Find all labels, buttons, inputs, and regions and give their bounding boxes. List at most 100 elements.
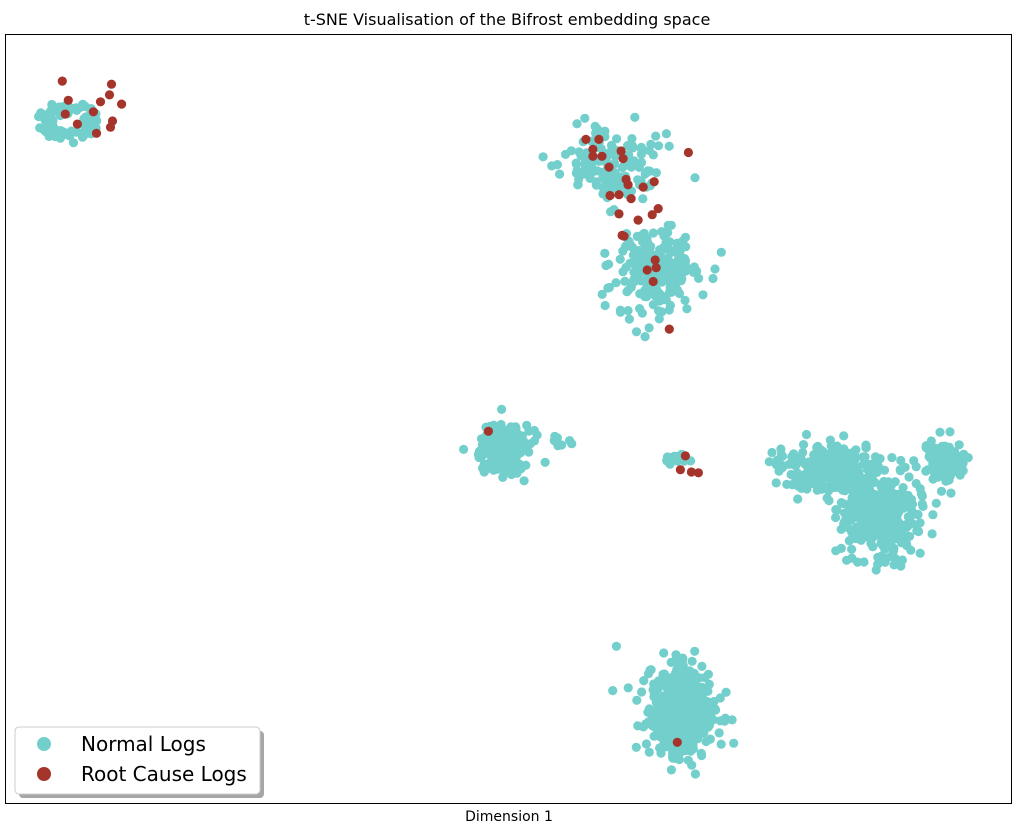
legend-marker-normal-logs — [37, 737, 51, 751]
normal-log-point — [782, 479, 792, 489]
normal-log-point — [608, 686, 618, 696]
normal-log-point — [659, 734, 669, 744]
normal-log-point — [868, 477, 878, 487]
normal-log-point — [847, 485, 857, 496]
normal-log-point — [519, 439, 530, 449]
normal-log-point — [704, 679, 714, 690]
normal-log-point — [639, 676, 649, 686]
normal-log-point — [648, 228, 659, 238]
normal-log-point — [777, 461, 788, 471]
normal-log-point — [896, 561, 906, 571]
normal-log-point — [698, 290, 708, 300]
normal-log-point — [606, 207, 616, 217]
normal-log-point — [915, 484, 925, 494]
normal-log-point — [678, 236, 688, 246]
normal-log-point — [893, 507, 904, 518]
normal-log-point — [493, 464, 503, 474]
normal-log-point — [674, 754, 685, 765]
normal-log-point — [858, 459, 869, 469]
normal-log-point — [615, 254, 625, 264]
normal-log-point — [898, 483, 908, 493]
normal-log-point — [927, 529, 937, 539]
normal-log-point — [890, 500, 901, 510]
normal-log-point — [573, 180, 583, 190]
normal-log-point — [855, 478, 865, 488]
normal-log-point — [647, 720, 657, 731]
normal-log-point — [801, 429, 812, 440]
normal-log-point — [690, 173, 700, 183]
normal-log-point — [638, 722, 649, 732]
root-cause-log-point — [117, 99, 127, 109]
normal-log-point — [716, 247, 726, 257]
root-cause-log-point — [588, 144, 598, 154]
normal-log-point — [914, 526, 924, 537]
normal-log-point — [841, 467, 851, 477]
normal-log-point — [822, 493, 832, 503]
normal-log-point — [811, 468, 822, 478]
normal-log-point — [506, 422, 516, 432]
normal-log-point — [669, 715, 679, 725]
normal-log-point — [672, 684, 683, 694]
normal-log-point — [657, 678, 667, 688]
normal-log-point — [597, 289, 607, 299]
normal-log-point — [870, 452, 881, 462]
normal-log-point — [645, 665, 655, 675]
root-cause-log-point — [653, 204, 663, 214]
normal-log-point — [896, 538, 907, 548]
normal-log-point — [946, 488, 956, 498]
normal-log-point — [494, 431, 504, 441]
root-cause-log-point — [664, 324, 674, 334]
normal-log-point — [600, 248, 610, 258]
normal-log-point — [659, 691, 669, 701]
normal-log-point — [874, 462, 884, 472]
root-cause-log-point — [616, 146, 626, 156]
chart-title: t-SNE Visualisation of the Bifrost embed… — [304, 10, 711, 29]
normal-log-point — [621, 241, 631, 251]
root-cause-log-point — [57, 76, 67, 86]
normal-log-point — [580, 165, 590, 175]
normal-log-point — [497, 404, 507, 414]
root-cause-log-point — [604, 162, 614, 172]
normal-log-point — [917, 491, 927, 501]
normal-log-point — [500, 461, 510, 471]
normal-log-point — [637, 230, 647, 240]
root-cause-log-point — [633, 215, 643, 225]
normal-log-point — [572, 166, 582, 176]
normal-log-point — [721, 687, 731, 697]
root-cause-log-point — [72, 119, 82, 129]
normal-log-point — [878, 540, 888, 550]
normal-log-point — [924, 446, 935, 456]
normal-log-point — [915, 518, 925, 528]
normal-log-point — [55, 133, 65, 143]
normal-log-point — [639, 243, 650, 254]
normal-log-point — [692, 266, 702, 276]
normal-log-point — [664, 141, 674, 151]
root-cause-log-point — [483, 426, 493, 436]
root-cause-log-point — [647, 210, 657, 220]
normal-log-point — [911, 462, 921, 472]
normal-log-point — [836, 498, 847, 508]
normal-log-point — [954, 440, 964, 450]
root-cause-log-point — [651, 263, 661, 273]
normal-log-point — [847, 492, 858, 502]
normal-log-point — [868, 542, 878, 552]
normal-log-point — [963, 453, 973, 463]
root-cause-log-point — [106, 79, 117, 89]
normal-log-point — [624, 314, 635, 324]
normal-log-point — [611, 641, 622, 651]
normal-log-point — [926, 453, 936, 463]
normal-log-point — [816, 484, 827, 494]
normal-log-point — [532, 430, 542, 440]
root-cause-log-point — [642, 265, 652, 275]
normal-log-point — [661, 295, 671, 305]
normal-log-point — [876, 495, 887, 505]
normal-log-point — [696, 748, 706, 758]
normal-log-point — [714, 728, 724, 738]
normal-log-point — [640, 169, 650, 179]
normal-log-point — [705, 734, 715, 744]
root-cause-log-point — [88, 107, 98, 117]
normal-log-point — [641, 739, 652, 749]
root-cause-log-point — [626, 194, 636, 204]
